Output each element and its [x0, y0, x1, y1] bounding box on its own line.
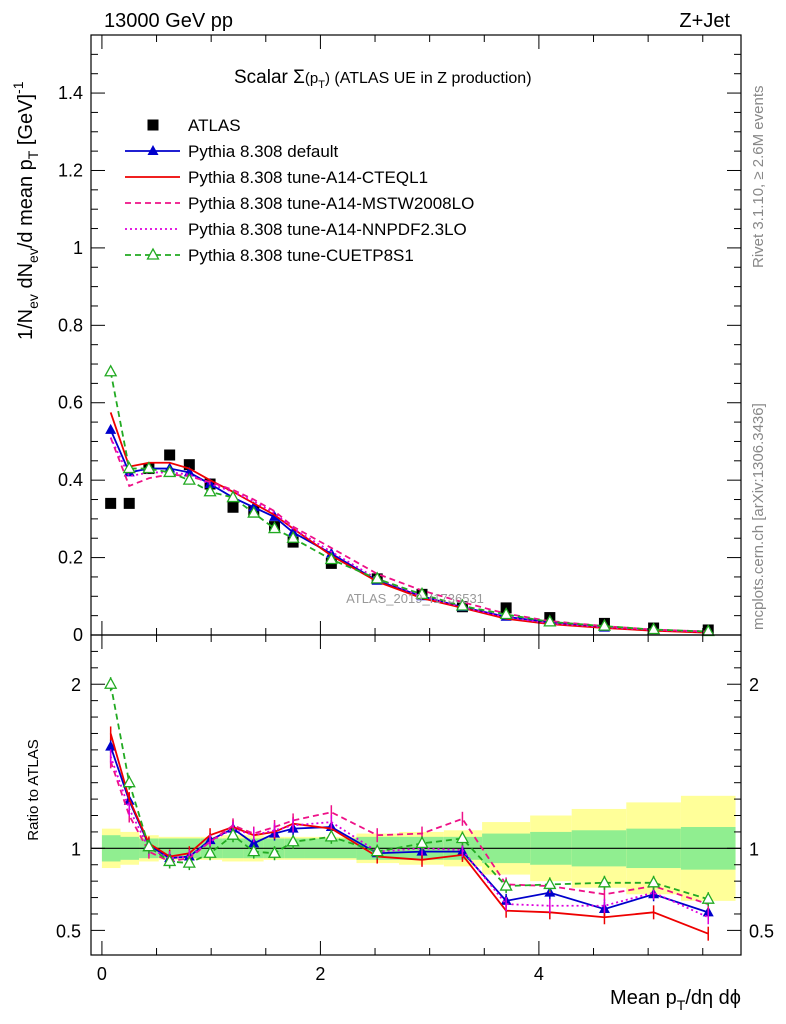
legend-label: ATLAS: [188, 116, 241, 135]
main-series-layer: [104, 364, 715, 637]
series-marker-pythia-8-308-tune-cuetp8s1: [142, 461, 156, 474]
series-marker-pythia-8-308-tune-cuetp8s1: [104, 364, 118, 377]
main-plot: ATLAS_2019_I1736531 0 0.2 0.4 0.6 0.8 1 1.2 1.4…: [10, 34, 742, 645]
series-marker-pythia-8-308-tune-cuetp8s1: [286, 530, 300, 543]
ratio-marker-pythia-8-308-tune-cuetp8s1: [182, 855, 196, 868]
series-marker-pythia-8-308-tune-cuetp8s1: [597, 618, 612, 631]
plot-title: Scalar Σ(pT) (ATLAS UE in Z production): [234, 67, 532, 91]
data-point-atlas: [164, 449, 176, 461]
analysis-watermark: ATLAS_2019_I1736531: [346, 591, 484, 606]
ratio-marker-pythia-8-308-default: [248, 837, 260, 848]
ratio-y-tick-label-right: 1: [749, 839, 759, 859]
ratio-marker-pythia-8-308-tune-cuetp8s1: [203, 845, 217, 858]
series-marker-pythia-8-308-tune-cuetp8s1: [226, 490, 240, 503]
legend-label: Pythia 8.308 tune-A14-MSTW2008LO: [188, 194, 474, 213]
header-right: Z+Jet: [679, 10, 730, 32]
series-marker-pythia-8-308-tune-cuetp8s1: [163, 465, 177, 478]
ratio-marker-pythia-8-308-tune-cuetp8s1: [163, 854, 177, 867]
x-axis-label: Mean pT/dη dϕ: [610, 987, 741, 1013]
legend-label: Pythia 8.308 default: [188, 142, 339, 161]
ratio-plot: 0.5 0.5 1 1 2 2 0 2 4 Ratio to ATLAS Mean pT/dη …: [25, 634, 774, 1013]
x-tick-label: 4: [534, 964, 544, 984]
ratio-y-tick-label-right: 0.5: [749, 921, 774, 941]
y-tick-label: 0.6: [58, 393, 83, 413]
ratio-marker-pythia-8-308-tune-cuetp8s1: [597, 875, 612, 888]
ratio-marker-pythia-8-308-tune-cuetp8s1: [701, 891, 715, 904]
ratio-marker-pythia-8-308-tune-cuetp8s1: [543, 877, 557, 890]
header-left: 13000 GeV pp: [104, 10, 233, 32]
ratio-marker-pythia-8-308-tune-cuetp8s1: [499, 878, 513, 891]
ratio-marker-pythia-8-308-tune-cuetp8s1: [286, 834, 300, 847]
series-marker-pythia-8-308-tune-cuetp8s1: [370, 571, 384, 584]
series-marker-pythia-8-308-tune-cuetp8s1: [122, 461, 136, 474]
y-tick-label: 0.8: [58, 315, 83, 335]
ratio-y-tick-label: 2: [71, 675, 81, 695]
legend-item-pythia-8-308-tune-cuetp8s1: Pythia 8.308 tune-CUETP8S1: [125, 246, 414, 265]
ratio-marker-pythia-8-308-tune-cuetp8s1: [415, 836, 429, 849]
ratio-marker-pythia-8-308-tune-cuetp8s1: [104, 676, 118, 689]
data-point-atlas: [183, 459, 195, 471]
ratio-marker-pythia-8-308-tune-cuetp8s1: [267, 845, 282, 858]
ratio-plot-frame: [90, 634, 742, 956]
series-marker-pythia-8-308-tune-cuetp8s1: [647, 622, 661, 635]
data-point-atlas: [105, 497, 117, 509]
ratio-marker-pythia-8-308-tune-cuetp8s1: [122, 775, 136, 788]
y-tick-label: 0.2: [58, 548, 83, 568]
series-marker-pythia-8-308-tune-cuetp8s1: [324, 552, 338, 565]
ratio-marker-pythia-8-308-tune-cuetp8s1: [455, 831, 470, 844]
ratio-marker-pythia-8-308-tune-cuetp8s1: [324, 829, 338, 842]
y-tick-label: 0: [73, 625, 83, 645]
y-tick-label: 1.2: [58, 160, 83, 180]
ratio-series-layer: [104, 676, 715, 941]
legend-label: Pythia 8.308 tune-A14-CTEQL1: [188, 168, 428, 187]
series-marker-pythia-8-308-tune-cuetp8s1: [247, 505, 261, 518]
ratio-y-tick-label-right: 2: [749, 675, 759, 695]
legend-item-pythia-8-308-default: Pythia 8.308 default: [125, 142, 339, 161]
series-marker-pythia-8-308-tune-cuetp8s1: [499, 607, 513, 620]
legend: ATLAS Pythia 8.308 default Pythia 8.308 tu…: [125, 116, 474, 265]
series-marker-pythia-8-308-tune-cuetp8s1: [267, 521, 282, 534]
ratio-marker-pythia-8-308-tune-cuetp8s1: [226, 827, 240, 840]
data-point-atlas: [123, 497, 135, 509]
uncertainty-bands: [91, 795, 741, 901]
series-marker-pythia-8-308-default: [105, 423, 117, 434]
ratio-axes: 0.5 0.5 1 1 2 2 0 2 4: [56, 635, 774, 984]
ratio-marker-pythia-8-308-default: [105, 740, 117, 751]
series-marker-pythia-8-308-tune-cuetp8s1: [203, 484, 217, 497]
ratio-y-tick-label: 1: [71, 839, 81, 859]
legend-item-pythia-8-308-tune-a14-nnpdf2-3lo: Pythia 8.308 tune-A14-NNPDF2.3LO: [125, 220, 467, 239]
legend-marker: [146, 247, 160, 260]
ratio-marker-pythia-8-308-tune-cuetp8s1: [647, 875, 661, 888]
legend-item-pythia-8-308-tune-a14-cteql1: Pythia 8.308 tune-A14-CTEQL1: [125, 168, 428, 187]
series-marker-pythia-8-308-tune-cuetp8s1: [543, 614, 557, 627]
rivet-label: Rivet 3.1.10, ≥ 2.6M events: [750, 86, 767, 269]
y-axis-label: 1/Nev dNev/d mean pT [GeV]-1: [10, 81, 41, 340]
mcplots-label: mcplots.cern.ch [arXiv:1306.3436]: [750, 403, 767, 630]
legend-marker: [147, 119, 159, 131]
legend-item-pythia-8-308-tune-a14-mstw2008lo: Pythia 8.308 tune-A14-MSTW2008LO: [125, 194, 474, 213]
series-marker-pythia-8-308-tune-cuetp8s1: [415, 587, 429, 600]
legend-label: Pythia 8.308 tune-A14-NNPDF2.3LO: [188, 220, 467, 239]
y-tick-label: 1.4: [58, 83, 83, 103]
series-marker-pythia-8-308-tune-cuetp8s1: [182, 472, 196, 485]
ratio-y-axis-label: Ratio to ATLAS: [25, 739, 42, 840]
y-tick-label: 1: [73, 238, 83, 258]
series-line-pythia-8-308-tune-a14-nnpdf2-3lo: [109, 437, 709, 633]
ratio-marker-pythia-8-308-tune-cuetp8s1: [142, 839, 156, 852]
ratio-y-tick-label: 0.5: [56, 921, 81, 941]
legend-marker: [147, 145, 159, 155]
ratio-marker-pythia-8-308-tune-cuetp8s1: [370, 844, 384, 857]
data-point-atlas: [227, 501, 239, 513]
main-axes: 0 0.2 0.4 0.6 0.8 1 1.2 1.4: [58, 35, 741, 645]
x-tick-label: 2: [315, 964, 325, 984]
legend-item-atlas: ATLAS: [147, 116, 241, 135]
legend-label: Pythia 8.308 tune-CUETP8S1: [188, 246, 414, 265]
y-tick-label: 0.4: [58, 470, 83, 490]
ratio-marker-pythia-8-308-tune-cuetp8s1: [247, 844, 261, 857]
series-marker-pythia-8-308-tune-cuetp8s1: [455, 598, 470, 611]
x-tick-label: 0: [97, 964, 107, 984]
